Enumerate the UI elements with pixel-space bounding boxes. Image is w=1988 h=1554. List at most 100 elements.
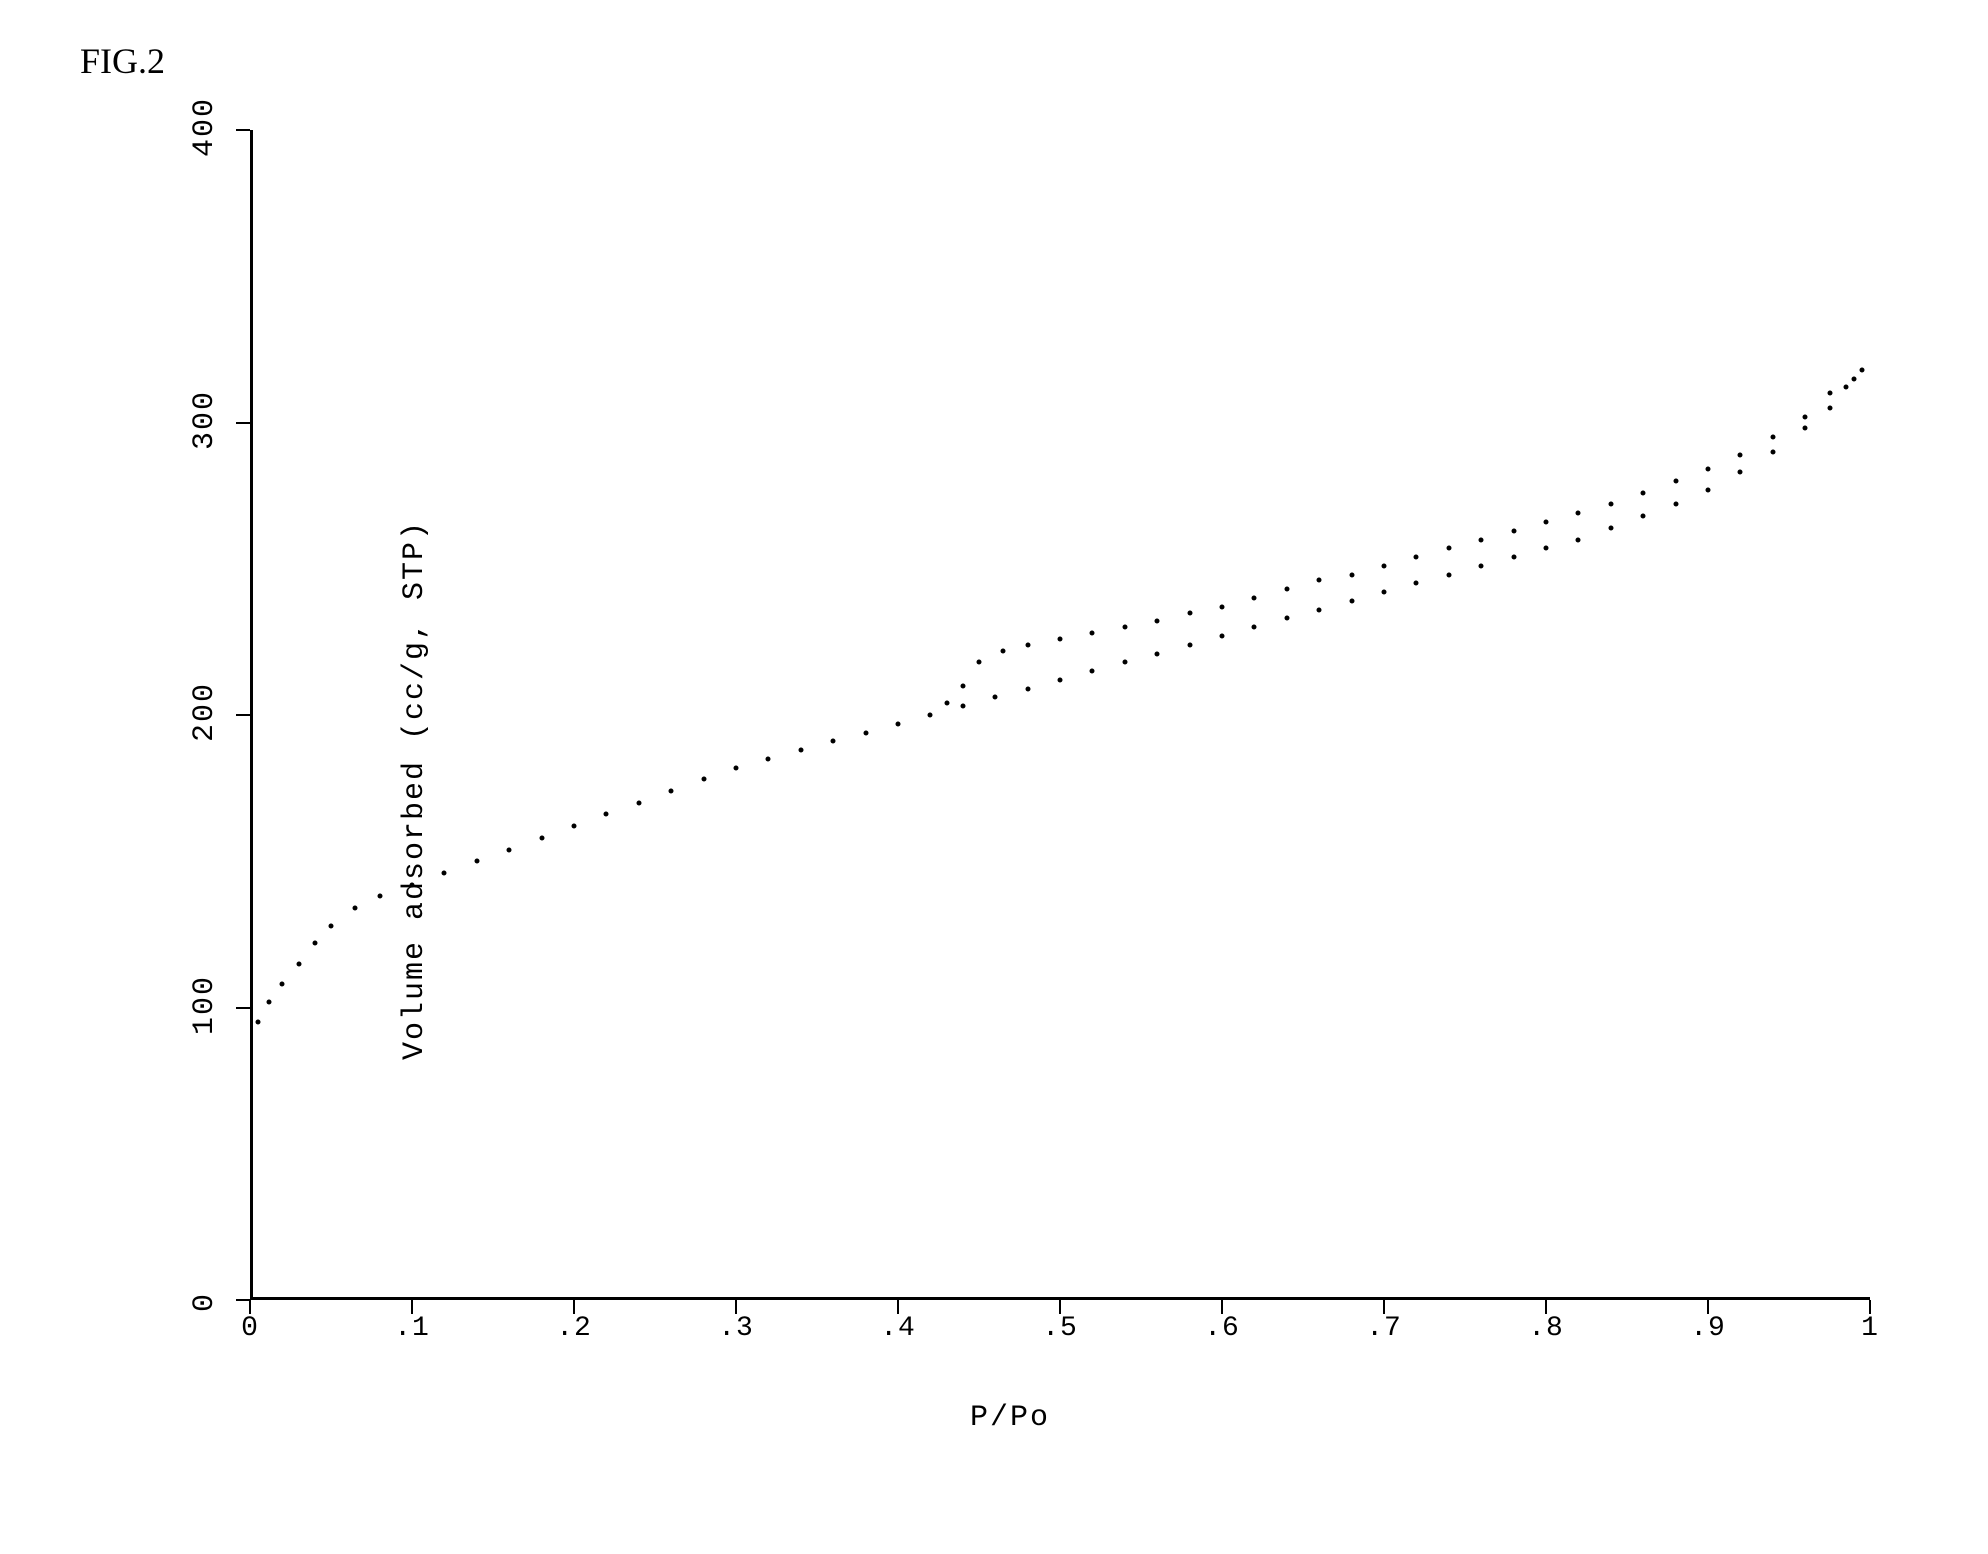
data-point-adsorption	[1479, 563, 1484, 568]
data-point-desorption	[1122, 625, 1127, 630]
data-point-adsorption	[701, 777, 706, 782]
x-tick-label: .1	[382, 1313, 442, 1344]
data-point-adsorption	[1511, 555, 1516, 560]
data-point-adsorption	[377, 894, 382, 899]
data-point-adsorption	[1673, 502, 1678, 507]
data-point-desorption	[1827, 391, 1832, 396]
data-point-desorption	[1706, 467, 1711, 472]
data-point-adsorption	[1738, 470, 1743, 475]
data-point-desorption	[1025, 642, 1030, 647]
data-point-adsorption	[353, 906, 358, 911]
data-point-adsorption	[993, 695, 998, 700]
data-point-desorption	[977, 660, 982, 665]
data-point-adsorption	[636, 800, 641, 805]
x-axis-dash	[1724, 1298, 1732, 1300]
data-point-adsorption	[1317, 607, 1322, 612]
data-point-desorption	[1220, 604, 1225, 609]
x-tick-label: .7	[1354, 1313, 1414, 1344]
data-point-adsorption	[960, 704, 965, 709]
data-point-desorption	[1608, 502, 1613, 507]
data-point-adsorption	[1827, 405, 1832, 410]
data-point-desorption	[1446, 546, 1451, 551]
x-tick	[1059, 1300, 1061, 1314]
data-point-adsorption	[280, 982, 285, 987]
data-point-desorption	[1155, 619, 1160, 624]
data-point-adsorption	[1446, 572, 1451, 577]
data-point-adsorption	[1155, 651, 1160, 656]
data-point-desorption	[1187, 610, 1192, 615]
data-point-desorption	[1252, 596, 1257, 601]
data-point-desorption	[1641, 490, 1646, 495]
data-point-adsorption	[1349, 598, 1354, 603]
data-point-adsorption	[1220, 634, 1225, 639]
data-point-desorption	[1511, 528, 1516, 533]
x-tick	[1869, 1300, 1871, 1314]
data-point-desorption	[1382, 563, 1387, 568]
y-tick-label: 0	[188, 1277, 222, 1327]
y-tick-label: 100	[188, 985, 222, 1035]
x-tick-label: .9	[1678, 1313, 1738, 1344]
x-tick	[735, 1300, 737, 1314]
x-tick	[1221, 1300, 1223, 1314]
data-point-desorption	[1803, 414, 1808, 419]
data-point-desorption	[1317, 578, 1322, 583]
data-point-adsorption	[1058, 677, 1063, 682]
data-point-adsorption	[329, 923, 334, 928]
data-point-desorption	[1284, 587, 1289, 592]
data-point-adsorption	[798, 748, 803, 753]
x-tick-label: 0	[220, 1313, 280, 1344]
x-tick-label: .2	[544, 1313, 604, 1344]
data-point-adsorption	[1414, 581, 1419, 586]
data-point-adsorption	[410, 882, 415, 887]
x-tick	[1545, 1300, 1547, 1314]
data-point-desorption	[1001, 648, 1006, 653]
x-axis-dash	[1749, 1298, 1757, 1300]
x-tick-label: .8	[1516, 1313, 1576, 1344]
x-axis-dash	[1846, 1298, 1854, 1300]
data-point-adsorption	[1252, 625, 1257, 630]
data-point-desorption	[1770, 435, 1775, 440]
x-tick	[411, 1300, 413, 1314]
data-point-adsorption	[312, 941, 317, 946]
data-point-adsorption	[267, 999, 272, 1004]
data-point-adsorption	[831, 739, 836, 744]
data-point-adsorption	[1090, 669, 1095, 674]
y-tick-label: 400	[188, 107, 222, 157]
y-axis-line	[250, 130, 253, 1300]
figure-label: FIG.2	[80, 40, 165, 82]
y-tick-label: 200	[188, 692, 222, 742]
data-point-adsorption	[1025, 686, 1030, 691]
data-point-adsorption	[539, 835, 544, 840]
x-axis-dash	[1821, 1298, 1829, 1300]
data-point-adsorption	[1608, 525, 1613, 530]
data-point-desorption	[1576, 511, 1581, 516]
data-point-adsorption	[1641, 514, 1646, 519]
data-point-desorption	[944, 701, 949, 706]
x-tick	[249, 1300, 251, 1314]
x-tick-label: .3	[706, 1313, 766, 1344]
x-axis-dash	[1797, 1298, 1805, 1300]
data-point-adsorption	[604, 812, 609, 817]
data-point-adsorption	[1770, 449, 1775, 454]
data-point-adsorption	[928, 713, 933, 718]
y-tick	[236, 1299, 250, 1301]
data-point-desorption	[960, 683, 965, 688]
data-point-adsorption	[896, 721, 901, 726]
y-tick-label: 300	[188, 400, 222, 450]
x-tick	[1707, 1300, 1709, 1314]
x-tick-label: .5	[1030, 1313, 1090, 1344]
x-tick	[573, 1300, 575, 1314]
data-point-adsorption	[507, 847, 512, 852]
data-point-adsorption	[474, 859, 479, 864]
data-point-adsorption	[1803, 426, 1808, 431]
data-point-adsorption	[766, 756, 771, 761]
data-point-adsorption	[256, 1020, 261, 1025]
x-axis-title: P/Po	[970, 1401, 1050, 1435]
data-point-adsorption	[1576, 537, 1581, 542]
data-point-desorption	[1851, 376, 1856, 381]
x-axis-dash	[1773, 1298, 1781, 1300]
data-point-adsorption	[1544, 546, 1549, 551]
plot-area: 01002003004000.1.2.3.4.5.6.7.8.91	[250, 130, 1870, 1300]
data-point-adsorption	[863, 730, 868, 735]
data-point-adsorption	[1706, 487, 1711, 492]
